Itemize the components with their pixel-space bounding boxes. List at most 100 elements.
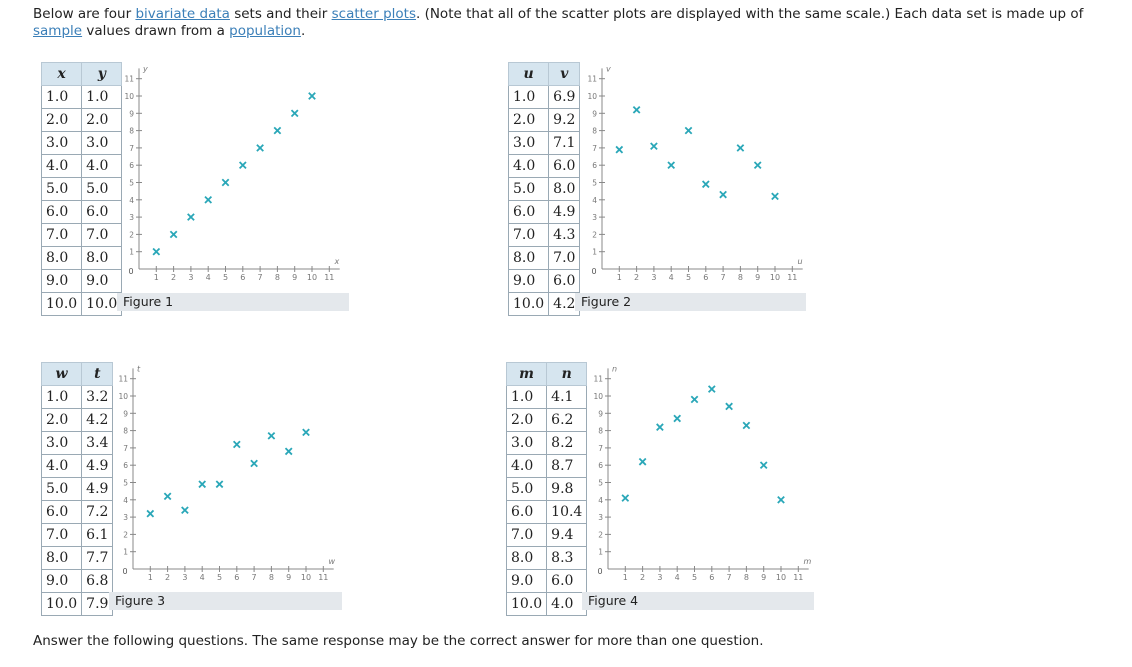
table-cell: 2.0 bbox=[507, 108, 550, 132]
y-tick-label: 5 bbox=[598, 479, 603, 488]
y-tick-label: 10 bbox=[593, 392, 603, 401]
data-point-marker bbox=[621, 494, 630, 502]
table-cell: 6.0 bbox=[40, 500, 83, 524]
x-tick-label: 4 bbox=[200, 573, 205, 582]
bivariate-data-link[interactable]: bivariate data bbox=[135, 6, 230, 22]
table-row: 1.0 1.0 bbox=[40, 85, 123, 109]
table-cell: 5.0 bbox=[505, 477, 548, 501]
table-cell: 4.3 bbox=[548, 223, 581, 247]
data-point-marker bbox=[163, 492, 172, 501]
y-tick-label: 3 bbox=[598, 513, 603, 522]
x-tick-label: 5 bbox=[686, 273, 691, 282]
table-cell: 4.9 bbox=[548, 200, 581, 224]
table-cell: 5.0 bbox=[81, 177, 123, 201]
y-tick-label: 6 bbox=[598, 461, 603, 470]
origin-label: 0 bbox=[122, 567, 127, 576]
y-tick-label: 4 bbox=[129, 196, 134, 205]
data-point-marker bbox=[736, 144, 745, 152]
table-row: 9.0 9.0 bbox=[40, 269, 123, 293]
x-tick-label: 3 bbox=[651, 273, 656, 282]
data-point-marker bbox=[753, 161, 762, 170]
x-tick-label: 1 bbox=[148, 573, 153, 582]
table-row: 2.0 2.0 bbox=[40, 108, 123, 132]
table-cell: 7.9 bbox=[81, 592, 114, 616]
table-row: 4.0 4.9 bbox=[40, 454, 114, 478]
data-point-marker bbox=[777, 495, 785, 504]
table-row: 3.0 3.4 bbox=[40, 431, 114, 455]
data-point-marker bbox=[725, 402, 733, 411]
x-tick-label: 10 bbox=[770, 273, 780, 282]
y-tick-label: 3 bbox=[129, 213, 134, 222]
y-tick-label: 6 bbox=[592, 161, 597, 170]
table-row: 10.0 4.2 bbox=[507, 292, 581, 316]
x-tick-label: 5 bbox=[217, 573, 222, 582]
table-cell: 4.0 bbox=[507, 154, 550, 178]
y-tick-label: 1 bbox=[598, 548, 603, 557]
table-row: 3.0 7.1 bbox=[507, 131, 581, 155]
y-tick-label: 9 bbox=[129, 109, 134, 118]
y-axis-label: v bbox=[606, 64, 611, 73]
x-tick-label: 7 bbox=[252, 573, 257, 582]
column-header-y: y bbox=[81, 62, 123, 86]
table-row: 7.0 4.3 bbox=[507, 223, 581, 247]
data-point-marker bbox=[198, 480, 207, 489]
data-table: x y 1.0 1.0 2.0 2.0 3.0 3.0 4.0 4.0 5.0 5.0 6.0 6.0 7.… bbox=[40, 62, 123, 316]
table-row: 4.0 8.7 bbox=[505, 454, 588, 478]
x-tick-label: 6 bbox=[234, 573, 239, 582]
table-cell: 8.7 bbox=[546, 454, 588, 478]
data-point-marker bbox=[146, 509, 155, 518]
y-tick-label: 6 bbox=[123, 461, 128, 470]
table-cell: 4.0 bbox=[81, 154, 123, 178]
y-tick-label: 5 bbox=[129, 179, 134, 188]
table-cell: 2.0 bbox=[505, 408, 548, 432]
table-cell: 6.0 bbox=[548, 269, 581, 293]
sample-link[interactable]: sample bbox=[33, 23, 83, 39]
y-tick-label: 6 bbox=[129, 161, 134, 170]
population-link[interactable]: population bbox=[229, 23, 301, 39]
instructions-text: Answer the following questions. The same… bbox=[33, 633, 764, 649]
data-point-marker bbox=[638, 457, 647, 466]
x-tick-label: 1 bbox=[154, 273, 159, 282]
table-cell: 1.0 bbox=[505, 385, 548, 409]
table-cell: 6.0 bbox=[505, 500, 548, 524]
table-row: 1.0 4.1 bbox=[505, 385, 588, 409]
data-point-marker bbox=[267, 431, 276, 440]
table-cell: 10.0 bbox=[40, 592, 83, 616]
y-tick-label: 5 bbox=[592, 179, 597, 188]
data-point-marker bbox=[238, 161, 247, 170]
table-cell: 3.2 bbox=[81, 385, 114, 409]
table-cell: 8.0 bbox=[40, 546, 83, 570]
table-cell: 2.0 bbox=[40, 108, 83, 132]
table-row: 10.0 7.9 bbox=[40, 592, 114, 616]
y-tick-label: 8 bbox=[123, 427, 128, 436]
data-point-marker bbox=[152, 247, 161, 256]
table-cell: 4.2 bbox=[81, 408, 114, 432]
x-tick-label: 9 bbox=[761, 573, 766, 582]
y-tick-label: 8 bbox=[129, 127, 134, 136]
table-cell: 4.0 bbox=[40, 454, 83, 478]
data-point-marker bbox=[215, 480, 224, 489]
table-row: 6.0 7.2 bbox=[40, 500, 114, 524]
y-tick-label: 3 bbox=[123, 513, 128, 522]
figure-2: u v 1.0 6.9 2.0 9.2 3.0 7.1 4.0 6.0 5.0 8.0 6.0 4.9 7.… bbox=[507, 62, 808, 316]
data-point-marker bbox=[684, 126, 693, 135]
x-tick-label: 8 bbox=[744, 573, 749, 582]
y-tick-label: 7 bbox=[592, 144, 597, 153]
y-axis-label: t bbox=[137, 364, 141, 373]
data-point-marker bbox=[204, 195, 213, 204]
table-row: 2.0 6.2 bbox=[505, 408, 588, 432]
x-tick-label: 9 bbox=[286, 573, 291, 582]
data-point-marker bbox=[273, 126, 282, 135]
table-cell: 10.0 bbox=[81, 292, 123, 316]
table-row: 10.0 10.0 bbox=[40, 292, 123, 316]
scatter-plots-link[interactable]: scatter plots bbox=[331, 6, 416, 22]
y-axis-label: n bbox=[612, 364, 617, 373]
table-cell: 9.2 bbox=[548, 108, 581, 132]
x-tick-label: 6 bbox=[709, 573, 714, 582]
table-cell: 7.0 bbox=[81, 223, 123, 247]
table-row: 2.0 4.2 bbox=[40, 408, 114, 432]
data-point-marker bbox=[302, 428, 310, 437]
table-cell: 3.4 bbox=[81, 431, 114, 455]
